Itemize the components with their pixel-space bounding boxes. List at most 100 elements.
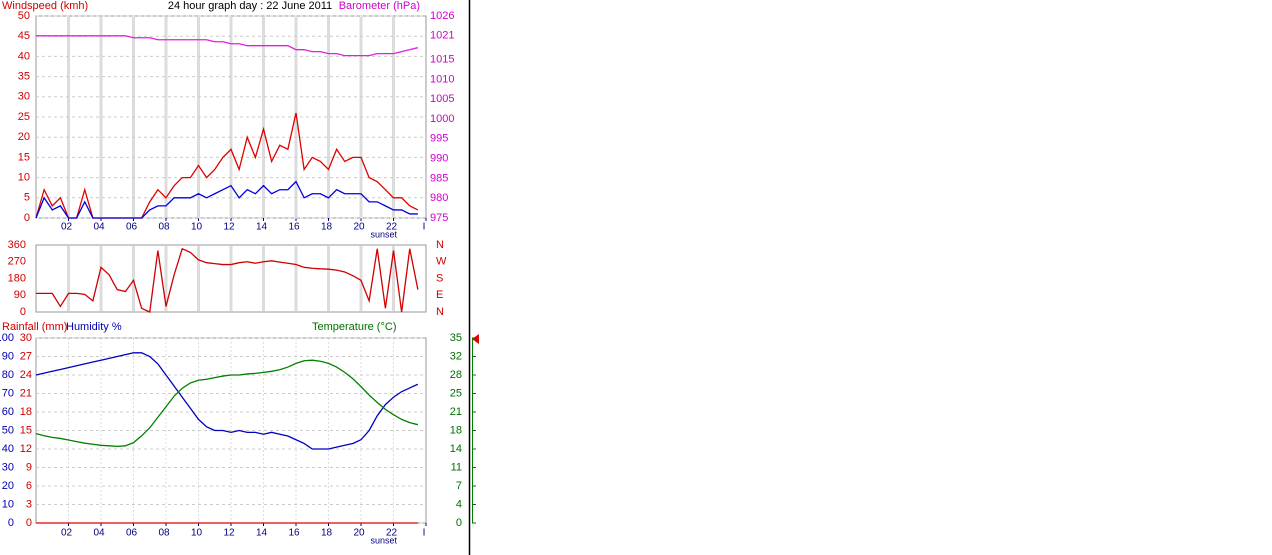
y-tick-label: 50 bbox=[18, 10, 30, 22]
y2-tick-label: 32 bbox=[450, 350, 462, 362]
series-line bbox=[35, 359, 419, 448]
y-tick-label: 45 bbox=[18, 30, 30, 42]
temperature-label: Temperature (°C) bbox=[312, 321, 396, 333]
x-tick-label: 18 bbox=[321, 222, 333, 233]
y2-tick-label: 11 bbox=[451, 461, 462, 473]
y2-tick-label: 995 bbox=[430, 133, 448, 145]
y-tick-label: 80 bbox=[2, 369, 14, 381]
y-tick-label: 20 bbox=[18, 131, 30, 143]
y2-tick-label: 18 bbox=[450, 424, 462, 436]
y2-tick-label: 985 bbox=[430, 172, 448, 184]
y3-tick-label: 27 bbox=[20, 350, 32, 362]
y2-tick-label: 35 bbox=[450, 332, 462, 344]
y-tick-label: 20 bbox=[2, 480, 14, 492]
y3-tick-label: 24 bbox=[20, 369, 32, 381]
x-grid-band bbox=[164, 17, 168, 217]
x-grid-band bbox=[164, 246, 168, 311]
annotation: sunset bbox=[370, 535, 397, 545]
x-tick-label: 06 bbox=[126, 222, 138, 233]
y2-tick-label: 14 bbox=[450, 443, 462, 455]
y2-tick-label: 7 bbox=[456, 480, 462, 492]
y-tick-label: 10 bbox=[2, 498, 14, 510]
x-grid-band bbox=[262, 17, 265, 217]
y-tick-label: 100 bbox=[0, 332, 14, 344]
windspeed-label: Windspeed (kmh) bbox=[2, 0, 88, 12]
x-grid-band bbox=[392, 246, 395, 311]
y-tick-label: 90 bbox=[2, 350, 14, 362]
y-tick-label: 35 bbox=[18, 71, 30, 83]
y-tick-label: 40 bbox=[2, 443, 14, 455]
y-tick-label: 15 bbox=[18, 151, 30, 163]
y-tick-label: 90 bbox=[14, 289, 26, 301]
x-grid-band bbox=[99, 17, 103, 217]
x-tick-label: 12 bbox=[223, 528, 235, 539]
series-line bbox=[36, 35, 419, 57]
y3-tick-label: 3 bbox=[26, 498, 32, 510]
x-tick-label: I bbox=[423, 222, 426, 233]
y-tick-label: 70 bbox=[2, 387, 14, 399]
y-tick-label: 10 bbox=[18, 172, 30, 184]
y3-tick-label: 21 bbox=[20, 387, 32, 399]
y2-tick-label: 1015 bbox=[430, 53, 454, 65]
x-grid-band bbox=[294, 246, 298, 311]
x-tick-label: 12 bbox=[223, 222, 235, 233]
y3-tick-label: 30 bbox=[20, 332, 32, 344]
x-tick-label: 18 bbox=[321, 528, 333, 539]
y-tick-label: 60 bbox=[2, 406, 14, 418]
x-tick-label: 10 bbox=[191, 222, 203, 233]
y-tick-label: 270 bbox=[8, 256, 26, 268]
y2-tick-label: 0 bbox=[456, 517, 462, 529]
y-tick-label: 0 bbox=[8, 517, 14, 529]
humidity-label: Humidity % bbox=[66, 321, 122, 333]
y2-tick-label: W bbox=[436, 256, 447, 268]
current-temp-indicator bbox=[472, 334, 479, 344]
y2-tick-label: 21 bbox=[450, 406, 462, 418]
y2-tick-label: E bbox=[436, 289, 443, 301]
x-grid-band bbox=[359, 246, 363, 311]
y2-tick-label: 1021 bbox=[430, 30, 454, 42]
y2-tick-label: 980 bbox=[430, 192, 448, 204]
y3-tick-label: 0 bbox=[26, 517, 32, 529]
y2-tick-label: 975 bbox=[430, 212, 448, 224]
x-tick-label: 10 bbox=[191, 528, 203, 539]
y-tick-label: 0 bbox=[24, 212, 30, 224]
x-tick-label: 02 bbox=[61, 222, 73, 233]
y2-tick-label: 1000 bbox=[430, 113, 454, 125]
x-tick-label: I bbox=[423, 528, 426, 539]
y2-tick-label: N bbox=[436, 239, 444, 251]
barometer-label: Barometer (hPa) bbox=[339, 0, 420, 12]
x-tick-label: 20 bbox=[353, 528, 365, 539]
x-tick-label: 20 bbox=[353, 222, 365, 233]
x-tick-label: 16 bbox=[288, 222, 300, 233]
y-tick-label: 25 bbox=[18, 111, 30, 123]
x-grid-band bbox=[197, 246, 200, 311]
x-tick-label: 08 bbox=[158, 528, 170, 539]
x-tick-label: 14 bbox=[256, 528, 268, 539]
x-tick-label: 04 bbox=[93, 528, 105, 539]
x-grid-band bbox=[327, 17, 330, 217]
x-tick-label: 16 bbox=[288, 528, 300, 539]
x-tick-label: 02 bbox=[61, 528, 73, 539]
y-tick-label: 30 bbox=[2, 461, 14, 473]
x-grid-band bbox=[67, 246, 70, 311]
x-tick-label: 22 bbox=[386, 222, 398, 233]
series-line bbox=[35, 180, 418, 219]
y2-tick-label: 1010 bbox=[430, 73, 454, 85]
y-tick-label: 0 bbox=[20, 306, 26, 318]
y2-tick-label: S bbox=[436, 272, 443, 284]
y2-tick-label: 990 bbox=[430, 152, 448, 164]
x-grid-band bbox=[132, 246, 135, 311]
x-tick-label: 14 bbox=[256, 222, 268, 233]
y-tick-label: 5 bbox=[24, 192, 30, 204]
y2-tick-label: 1026 bbox=[430, 10, 454, 22]
y-tick-label: 360 bbox=[8, 239, 26, 251]
chart-title: 24 hour graph day : 22 June 2011 bbox=[168, 0, 332, 12]
y-tick-label: 50 bbox=[2, 424, 14, 436]
y2-tick-label: 28 bbox=[450, 369, 462, 381]
x-grid-band bbox=[229, 246, 233, 311]
x-grid-band bbox=[327, 246, 330, 311]
y3-tick-label: 18 bbox=[20, 406, 32, 418]
x-tick-label: 04 bbox=[93, 222, 105, 233]
rainfall-label: Rainfall (mm) bbox=[2, 321, 67, 333]
